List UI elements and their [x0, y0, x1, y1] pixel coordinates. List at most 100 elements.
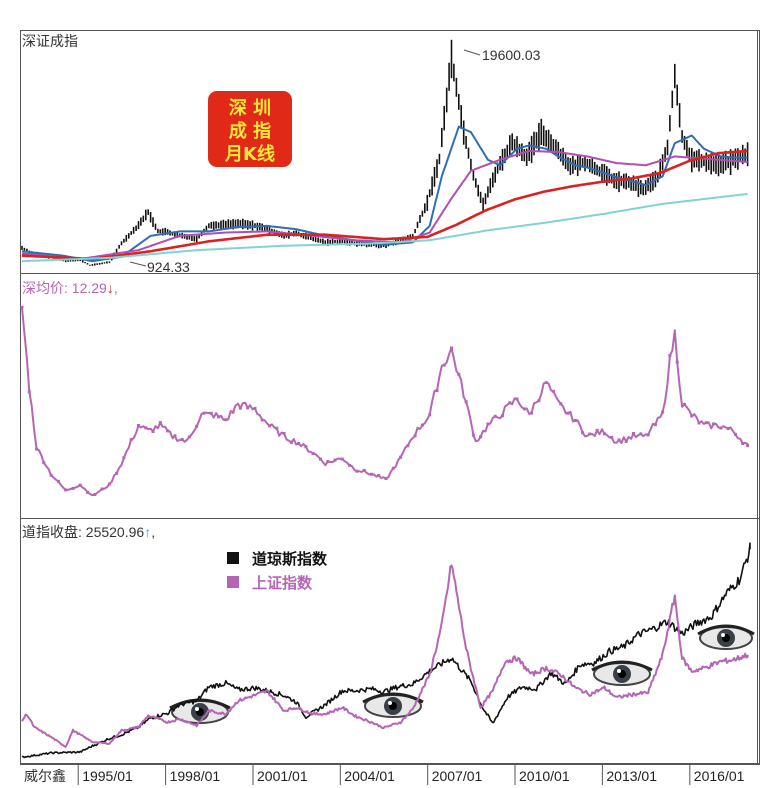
- avg-price-point: [661, 410, 665, 414]
- x-tick-label: 2007/01: [432, 768, 483, 784]
- avg-price-point: [646, 433, 650, 437]
- avg-price-point: [289, 440, 293, 444]
- avg-price-point: [56, 479, 60, 483]
- footer-label: 威尔鑫: [24, 768, 66, 784]
- panel3-title-name: 道指收盘: [22, 524, 78, 540]
- avg-price-point: [129, 437, 133, 441]
- panel2-title-name: 深均价: [22, 280, 64, 296]
- avg-price-point: [275, 426, 279, 430]
- panel1-series: [21, 39, 749, 266]
- avg-price-point: [268, 424, 271, 428]
- avg-price-point: [377, 474, 381, 477]
- panel3-value-suffix: ,: [151, 524, 155, 540]
- avg-price-point: [690, 414, 694, 418]
- avg-price-point: [319, 457, 322, 461]
- kline-candles: [21, 39, 749, 266]
- avg-price-point: [486, 422, 490, 426]
- low-annotation: 924.33: [147, 259, 190, 275]
- avg-price-point: [406, 444, 410, 448]
- avg-price-point: [348, 463, 352, 467]
- avg-price-point: [362, 468, 366, 472]
- avg-price-point: [355, 469, 359, 473]
- avg-price-point: [369, 472, 373, 476]
- panel2-down-arrow: ↓: [107, 280, 114, 296]
- panel3-title: 道指收盘: 25520.96↑,: [22, 524, 155, 540]
- avg-price-point: [653, 423, 657, 427]
- avg-price-point: [559, 402, 563, 406]
- eye-icon: [169, 698, 231, 724]
- avg-price-point: [464, 400, 468, 404]
- badge-background: [208, 91, 292, 167]
- avg-price-point: [115, 471, 119, 475]
- avg-price-point: [71, 486, 75, 490]
- avg-price-point: [391, 466, 395, 470]
- x-tick-label: 2013/01: [606, 768, 657, 784]
- avg-price-point: [450, 346, 453, 350]
- avg-price-point: [260, 418, 264, 422]
- avg-price-point: [35, 447, 39, 451]
- avg-price-point: [187, 435, 191, 439]
- avg-price-point: [122, 456, 126, 460]
- avg-price-point: [595, 428, 599, 432]
- avg-price-point: [515, 397, 519, 401]
- dow-line: [21, 542, 751, 759]
- peak-annotation-leader: [463, 49, 481, 56]
- avg-price-point: [166, 429, 170, 433]
- avg-price-point: [588, 432, 592, 436]
- avg-price-point: [42, 461, 46, 465]
- ma_cyan-line: [21, 192, 748, 263]
- avg-price-point: [202, 411, 206, 415]
- avg-price-point: [508, 401, 512, 405]
- avg-price-point: [107, 482, 111, 486]
- panel2-value-suffix: ,: [114, 280, 118, 296]
- chart-frame: [20, 30, 760, 764]
- badge-line-1: 深 圳: [229, 97, 271, 119]
- kline-badge: 深 圳 成 指 月K线: [208, 91, 292, 167]
- avg-price-point: [428, 413, 432, 417]
- avg-price-point: [733, 432, 737, 436]
- avg-price-point: [340, 457, 344, 461]
- avg-price-point: [602, 432, 606, 436]
- eye-illustrations: [169, 624, 755, 724]
- avg-price-point: [624, 439, 628, 443]
- panel3-series: [21, 542, 751, 759]
- x-tick-label: 2004/01: [344, 768, 395, 784]
- avg-price-point: [78, 483, 82, 487]
- avg-price-point: [224, 418, 228, 422]
- avg-price-point: [217, 415, 221, 419]
- avg-price-point: [442, 363, 446, 367]
- avg-price-point: [493, 414, 497, 418]
- avg-price-point: [566, 411, 570, 415]
- avg-price-point: [668, 354, 672, 357]
- avg-price-point: [333, 458, 337, 462]
- panel3-value: 25520.96: [86, 524, 145, 540]
- panel2-value: 12.29: [72, 280, 107, 296]
- avg-price-point: [573, 419, 577, 422]
- legend-label-dow: 道琼斯指数: [252, 550, 328, 568]
- avg-price-point: [537, 399, 541, 403]
- avg-price-point: [712, 422, 716, 426]
- ma_purple-line: [21, 149, 748, 260]
- avg-price-point: [501, 414, 504, 418]
- avg-price-point: [311, 452, 315, 456]
- low-annotation-leader: [129, 261, 147, 267]
- avg-price-point: [27, 390, 31, 394]
- avg-price-point: [253, 406, 257, 410]
- avg-price-point: [137, 424, 140, 427]
- avg-price-point: [683, 402, 686, 406]
- avg-price-point: [384, 477, 388, 480]
- x-tick-label: 2001/01: [257, 768, 308, 784]
- avg-price-point: [144, 426, 148, 430]
- avg-price-point: [413, 434, 417, 438]
- avg-price-point: [741, 442, 745, 445]
- badge-line-2: 成 指: [229, 120, 271, 142]
- peak-annotation: 19600.03: [482, 47, 541, 63]
- panel2-title: 深均价: 12.29↓,: [22, 280, 118, 296]
- avg_price-line: [21, 307, 749, 497]
- avg-price-point: [180, 438, 184, 441]
- legend-swatch-sse: [227, 576, 239, 588]
- avg-price-point: [632, 432, 635, 435]
- x-axis-ticks: 1995/01 1998/01 2001/01 2004/01 2007/01 2010/…: [77, 764, 745, 785]
- avg-price-point: [435, 389, 439, 393]
